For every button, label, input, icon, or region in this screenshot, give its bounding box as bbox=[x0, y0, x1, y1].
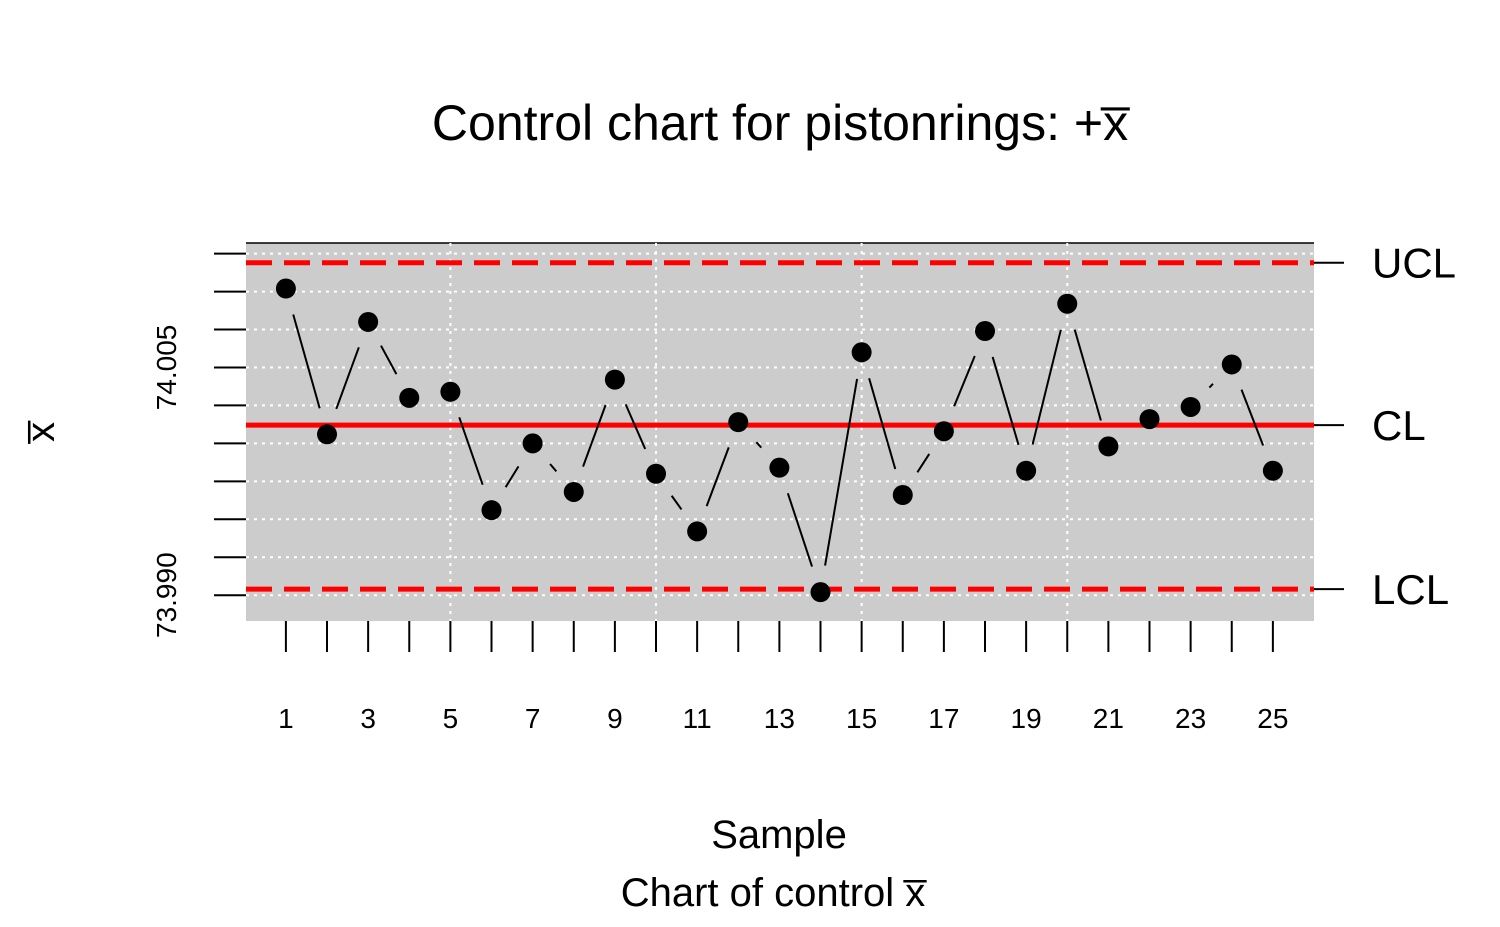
x-tick-label-11: 11 bbox=[683, 703, 712, 734]
series-segment-9 bbox=[624, 403, 647, 450]
x-tick-label-17: 17 bbox=[928, 703, 959, 734]
data-point-13 bbox=[769, 457, 790, 478]
data-point-11 bbox=[687, 521, 708, 542]
y-axis-title: x̅ bbox=[19, 420, 63, 444]
x-axis: 1 3 5 7 9 11 13 15 17 19 21 23 25 bbox=[278, 621, 1288, 734]
chart-subtitle: Chart of control x̅ bbox=[621, 871, 927, 915]
series-segment-14 bbox=[824, 378, 859, 566]
data-point-18 bbox=[975, 321, 996, 342]
y-axis: 74.005 73.990 bbox=[151, 252, 246, 638]
x-tick-label-21: 21 bbox=[1093, 703, 1124, 734]
chart-title: Control chart for pistonrings: +x̅ bbox=[432, 95, 1130, 151]
data-point-23 bbox=[1180, 396, 1201, 417]
series-segment-18 bbox=[991, 356, 1020, 446]
center-line-label: CL bbox=[1372, 402, 1426, 449]
x-tick-label-19: 19 bbox=[1011, 703, 1042, 734]
series-segment-15 bbox=[868, 377, 897, 470]
x-tick-label-5: 5 bbox=[443, 703, 459, 734]
grid-lines bbox=[246, 243, 1314, 621]
x-tick-label-25: 25 bbox=[1257, 703, 1288, 734]
data-point-2 bbox=[317, 424, 338, 445]
series-segment-16 bbox=[916, 453, 931, 473]
series-segment-20 bbox=[1073, 329, 1102, 421]
ucl-label: UCL bbox=[1372, 240, 1456, 287]
x-axis-title: Sample bbox=[711, 813, 847, 857]
series-segment-8 bbox=[582, 404, 607, 467]
x-tick-label-7: 7 bbox=[525, 703, 541, 734]
y-tick-label-1: 73.990 bbox=[151, 552, 182, 638]
series-segment-13 bbox=[786, 492, 813, 567]
series-segment-12 bbox=[755, 441, 763, 449]
control-limits bbox=[246, 260, 1314, 592]
data-point-8 bbox=[563, 481, 584, 502]
data-point-10 bbox=[646, 463, 667, 484]
x-tick-label-1: 1 bbox=[278, 703, 294, 734]
x-tick-label-23: 23 bbox=[1175, 703, 1206, 734]
data-point-4 bbox=[399, 387, 420, 408]
data-point-25 bbox=[1262, 460, 1283, 481]
data-point-15 bbox=[851, 342, 872, 363]
series-segment-17 bbox=[953, 355, 976, 407]
series-segment-6 bbox=[504, 465, 520, 488]
x-tick-label-3: 3 bbox=[360, 703, 376, 734]
data-point-14 bbox=[810, 582, 831, 603]
data-point-21 bbox=[1098, 436, 1119, 457]
data-point-1 bbox=[275, 278, 296, 299]
data-point-19 bbox=[1016, 460, 1037, 481]
data-point-24 bbox=[1221, 354, 1242, 375]
plot-panel bbox=[246, 243, 1314, 621]
data-point-6 bbox=[481, 500, 502, 521]
series-segment-11 bbox=[705, 447, 730, 507]
x-tick-label-13: 13 bbox=[764, 703, 795, 734]
data-point-16 bbox=[892, 485, 913, 505]
data-point-5 bbox=[440, 381, 461, 402]
data-point-9 bbox=[604, 369, 625, 390]
series-segment-23 bbox=[1208, 383, 1214, 389]
series-segment-5 bbox=[458, 416, 484, 486]
data-point-3 bbox=[358, 311, 379, 332]
series-segment-24 bbox=[1240, 389, 1265, 446]
x-tick-label-15: 15 bbox=[846, 703, 877, 734]
y-tick-label-0: 74.005 bbox=[151, 325, 182, 411]
series-segment-19 bbox=[1031, 329, 1062, 445]
lcl-label: LCL bbox=[1372, 566, 1449, 613]
data-point-12 bbox=[728, 412, 749, 433]
series-segment-1 bbox=[292, 314, 321, 409]
series-segment-10 bbox=[670, 495, 683, 511]
data-point-22 bbox=[1139, 409, 1160, 430]
series-segment-7 bbox=[549, 463, 558, 473]
series-pistonrings bbox=[275, 278, 1283, 603]
data-point-17 bbox=[933, 421, 954, 442]
x-tick-label-9: 9 bbox=[607, 703, 623, 734]
limit-labels: UCL CL LCL bbox=[1314, 240, 1456, 613]
data-point-7 bbox=[522, 433, 543, 454]
series-segment-2 bbox=[335, 346, 360, 410]
series-segment-3 bbox=[380, 345, 398, 375]
data-point-20 bbox=[1057, 293, 1078, 314]
